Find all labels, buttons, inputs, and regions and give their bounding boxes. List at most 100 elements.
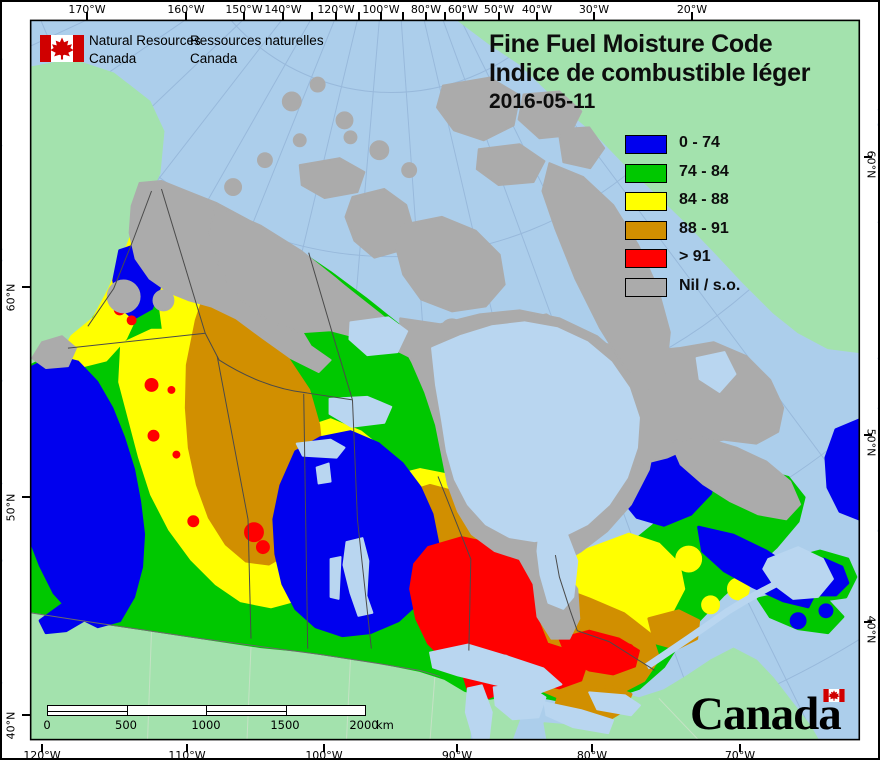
lon-label: 90°W (441, 749, 473, 760)
tick (456, 744, 458, 752)
us-state-lines (147, 630, 699, 741)
tick (536, 12, 538, 20)
tick (243, 12, 245, 20)
lon-label: 100°W (362, 3, 400, 16)
scale-segment (207, 706, 287, 715)
great-slave-lake (328, 395, 393, 428)
lon-label: 120°W (317, 3, 355, 16)
gulf-st-lawrence (762, 546, 834, 600)
lon-label: 150°W (225, 3, 263, 16)
tick (864, 434, 872, 436)
scale-unit: km (376, 718, 394, 732)
lat-label: 60°N (864, 150, 878, 179)
logo-en-line1: Natural Resources (89, 33, 201, 48)
tick (22, 714, 30, 716)
tick (86, 12, 88, 20)
wordmark-text: Canada (690, 688, 842, 740)
lon-label: 170°W (68, 3, 106, 16)
legend-label: 74 - 84 (679, 163, 729, 180)
scale-label: 500 (115, 718, 137, 732)
tick (593, 12, 595, 20)
hudson-bay (431, 321, 640, 543)
map-frame (29, 19, 861, 741)
ungava-bay (695, 351, 737, 393)
legend-swatch-blue (625, 135, 667, 154)
legend-swatch-orange (625, 221, 667, 240)
tick (323, 744, 325, 752)
logo-text-en: Natural Resources Canada (89, 32, 201, 68)
wordmark-flag-icon (823, 689, 845, 702)
lake-erie (543, 701, 615, 735)
lat-label: 40°N (864, 615, 878, 644)
tick (402, 12, 404, 20)
inland-water (295, 316, 834, 741)
lake-athabasca (295, 438, 346, 459)
lat-label: 50°N (4, 493, 18, 522)
james-bay (536, 530, 579, 610)
tick (186, 744, 188, 752)
lon-label: 80°W (576, 749, 608, 760)
lat-label: 60°N (4, 283, 18, 312)
lake-winnipeg (342, 537, 374, 617)
canada-flag-icon (40, 35, 84, 62)
great-bear-lake (348, 316, 409, 357)
scale-bar-graphic (47, 705, 366, 716)
tick (358, 12, 360, 20)
tick (691, 12, 693, 20)
tick (41, 744, 43, 752)
lon-label: 20°W (676, 3, 708, 16)
lon-label: 50°W (483, 3, 515, 16)
labrador (669, 436, 802, 521)
legend-swatch-yellow (625, 192, 667, 211)
legend-label: 88 - 91 (679, 220, 729, 237)
legend-swatch-green (625, 164, 667, 183)
lon-label: 80°W (410, 3, 442, 16)
tick (311, 12, 313, 20)
logo-fr-line1: Ressources naturelles (190, 33, 324, 48)
lake-michigan (464, 684, 493, 741)
lon-label: 40°W (521, 3, 553, 16)
title-fr: Indice de combustible léger (489, 59, 811, 87)
baffin-island (541, 162, 671, 391)
scale-label: 1000 (191, 718, 221, 732)
greenland (456, 18, 861, 354)
lat-label: 40°N (4, 711, 18, 740)
lon-label: 60°W (447, 3, 479, 16)
lon-label: 110°W (168, 749, 206, 760)
lon-label: 140°W (264, 3, 302, 16)
lake-superior (429, 643, 563, 694)
tick (282, 12, 284, 20)
scale-segment (128, 706, 207, 715)
tick (22, 496, 30, 498)
tick (739, 744, 741, 752)
tick (591, 744, 593, 752)
reindeer-lake (315, 462, 332, 485)
tick (444, 12, 446, 20)
tick (185, 12, 187, 20)
tick (380, 12, 382, 20)
lake-winnipegosis (329, 556, 342, 600)
borders (30, 188, 656, 677)
tick (864, 621, 872, 623)
map-title: Fine Fuel Moisture Code Indice de combus… (489, 30, 810, 115)
victoria-island (395, 215, 506, 313)
scale-segment (287, 706, 366, 715)
title-date: 2016-05-11 (489, 90, 596, 113)
lon-label: 30°W (578, 3, 610, 16)
lon-label: 70°W (724, 749, 756, 760)
legend-swatch-red (625, 249, 667, 268)
tick (498, 12, 500, 20)
lon-label: 160°W (167, 3, 205, 16)
scale-label: 0 (43, 718, 51, 732)
lake-huron (492, 683, 547, 721)
legend-label: Nil / s.o. (679, 277, 741, 294)
tick (335, 12, 337, 20)
lon-label: 120°W (23, 749, 61, 760)
legend-label: 0 - 74 (679, 134, 720, 151)
tick (425, 12, 427, 20)
logo-en-line2: Canada (89, 51, 137, 66)
scale-segment (48, 706, 128, 715)
tick (462, 12, 464, 20)
